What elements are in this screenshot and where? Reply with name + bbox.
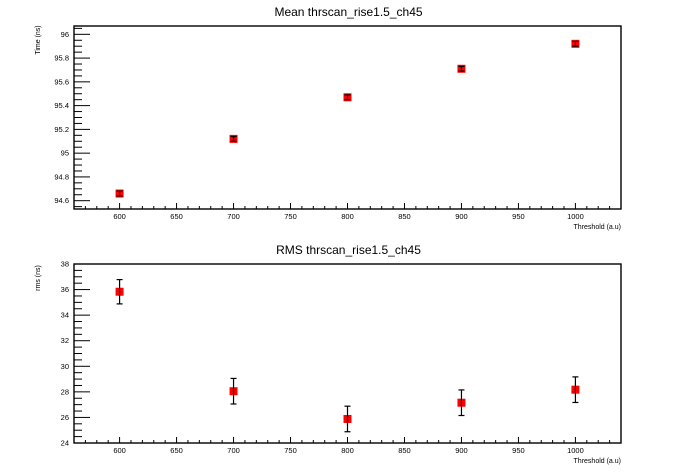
data-series [115,278,580,433]
y-tick-label: 32 [61,336,69,345]
y-tick-label: 95 [61,149,69,158]
y-tick-label: 95.6 [54,77,69,86]
data-point [115,278,124,305]
x-tick-label: 800 [341,212,354,221]
x-tick-label: 950 [512,446,525,455]
y-tick-label: 30 [61,362,69,371]
y-axis-title: rms (ns) [35,265,42,291]
y-tick-label: 24 [61,439,69,448]
x-tick-label: 800 [341,446,354,455]
x-axis-title: Threshold (a.u) [574,224,621,231]
x-tick-label: 750 [284,212,297,221]
data-point [343,93,352,102]
x-tick-label: 600 [113,212,126,221]
x-tick-label: 950 [512,212,525,221]
y-tick-label: 96 [61,30,69,39]
x-tick-label: 850 [398,446,411,455]
y-tick-label: 94.8 [54,172,69,181]
y-tick-label: 36 [61,285,69,294]
data-point [571,39,580,48]
data-point [115,189,124,198]
chart-title: RMS thrscan_rise1.5_ch45 [276,243,421,257]
y-axis: 24 26 28 30 32 34 36 38 rms (ns) [35,260,90,448]
x-axis: 600 650 700 750 800 850 900 950 1000 Threshold (a… [84,203,621,231]
x-tick-label: 700 [227,212,240,221]
data-point [457,64,466,73]
y-tick-label: 34 [61,311,69,320]
data-series [115,39,580,198]
data-point [457,389,466,417]
x-axis: 600 650 700 750 800 850 900 950 1000 Threshold (a… [84,437,621,465]
x-tick-label: 850 [398,212,411,221]
chart-title: Mean thrscan_rise1.5_ch45 [274,5,422,19]
x-tick-label: 600 [113,446,126,455]
x-tick-label: 900 [455,446,468,455]
x-tick-label: 1000 [567,212,584,221]
x-axis-title: Threshold (a.u) [574,458,621,465]
data-point [229,377,238,405]
x-tick-label: 1000 [567,446,584,455]
chart-panel-0: Mean thrscan_rise1.5_ch45 600 650 700 750 800… [35,5,622,231]
y-axis-title: Time (ns) [35,25,42,54]
chart-panel-1: RMS thrscan_rise1.5_ch45 600 650 700 750 800 8… [35,243,622,465]
y-tick-label: 38 [61,260,69,269]
y-tick-label: 95.8 [54,54,69,63]
y-tick-label: 95.4 [54,101,69,110]
x-tick-label: 750 [284,446,297,455]
data-point [571,376,580,404]
plot-frame [73,25,622,210]
data-point [343,405,352,433]
y-axis: 94.6 94.8 95 95.2 95.4 95.6 95.8 96 Time (ns) [35,25,90,208]
y-tick-label: 28 [61,387,69,396]
x-tick-label: 900 [455,212,468,221]
y-tick-label: 26 [61,413,69,422]
x-tick-label: 650 [170,446,183,455]
data-point [229,134,238,143]
y-tick-label: 95.2 [54,125,69,134]
x-tick-label: 650 [170,212,183,221]
x-tick-label: 700 [227,446,240,455]
y-tick-label: 94.6 [54,196,69,205]
